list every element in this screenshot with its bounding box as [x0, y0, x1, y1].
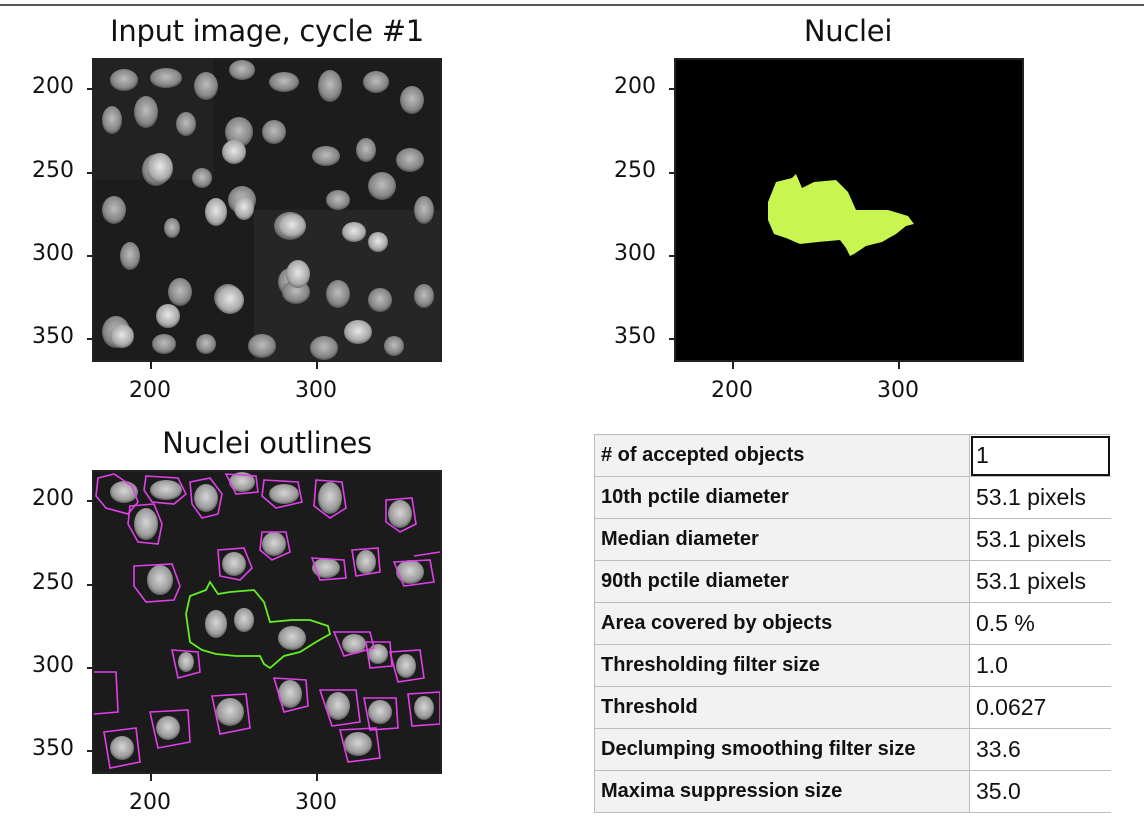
- outlines-title: Nuclei outlines: [162, 426, 372, 460]
- window-top-border: [0, 4, 1144, 6]
- measurements-table: # of accepted objects 1 10th pctile diam…: [594, 434, 1111, 813]
- measurement-value[interactable]: 53.1 pixels: [969, 560, 1111, 603]
- nuclei-xtick-mark: [732, 362, 734, 369]
- nuclei-ytick-mark: [669, 255, 676, 257]
- measurement-label: 90th pctile diameter: [594, 560, 970, 603]
- measurement-value[interactable]: 35.0: [969, 770, 1111, 813]
- measurement-value[interactable]: 0.5 %: [969, 602, 1111, 645]
- measurement-label: Area covered by objects: [594, 602, 970, 645]
- input-xtick-mark: [316, 362, 318, 369]
- input-ytick-mark: [87, 338, 94, 340]
- measurement-label: # of accepted objects: [594, 434, 970, 477]
- nuclei-ytick-300: 300: [614, 241, 656, 266]
- input-ytick-200: 200: [32, 74, 74, 99]
- table-row[interactable]: Maxima suppression size 35.0: [594, 770, 1111, 813]
- table-row[interactable]: # of accepted objects 1: [594, 434, 1111, 477]
- nuclei-xtick-mark: [898, 362, 900, 369]
- table-row[interactable]: Threshold 0.0627: [594, 686, 1111, 729]
- input-ytick-250: 250: [32, 158, 74, 183]
- measurement-value[interactable]: 53.1 pixels: [969, 518, 1111, 561]
- input-image-plot[interactable]: [92, 58, 442, 362]
- nuclei-ytick-350: 350: [614, 324, 656, 349]
- input-xtick-300: 300: [295, 378, 337, 403]
- outlines-ytick-300: 300: [32, 653, 74, 678]
- outlines-ytick-200: 200: [32, 486, 74, 511]
- input-ytick-mark: [87, 255, 94, 257]
- table-row[interactable]: Area covered by objects 0.5 %: [594, 602, 1111, 645]
- nuclei-ytick-mark: [669, 338, 676, 340]
- measurement-value[interactable]: 33.6: [969, 728, 1111, 771]
- accepted-nucleus-outline: [185, 580, 332, 670]
- accepted-nucleus-object: [768, 174, 914, 256]
- input-image-title: Input image, cycle #1: [110, 14, 424, 48]
- outlines-xtick-mark: [316, 774, 318, 781]
- measurement-label: Threshold: [594, 686, 970, 729]
- rejected-object-outlines: [94, 473, 440, 769]
- measurement-value[interactable]: 1.0: [969, 644, 1111, 687]
- nuclei-ytick-mark: [669, 88, 676, 90]
- input-xtick-mark: [150, 362, 152, 369]
- measurement-value[interactable]: 0.0627: [969, 686, 1111, 729]
- input-ytick-mark: [87, 172, 94, 174]
- measurement-value[interactable]: 53.1 pixels: [969, 476, 1111, 519]
- outlines-xtick-300: 300: [295, 790, 337, 815]
- nuclei-title: Nuclei: [803, 14, 893, 48]
- measurement-label: Median diameter: [594, 518, 970, 561]
- input-ytick-300: 300: [32, 241, 74, 266]
- nuclei-ytick-250: 250: [614, 158, 656, 183]
- measurement-value[interactable]: 1: [969, 434, 1111, 477]
- outlines-ytick-mark: [87, 667, 94, 669]
- table-row[interactable]: Thresholding filter size 1.0: [594, 644, 1111, 687]
- input-ytick-350: 350: [32, 324, 74, 349]
- measurement-label: Thresholding filter size: [594, 644, 970, 687]
- nuclei-ytick-mark: [669, 172, 676, 174]
- outlines-ytick-250: 250: [32, 570, 74, 595]
- outlines-xtick-200: 200: [129, 790, 171, 815]
- nuclei-xtick-300: 300: [877, 378, 919, 403]
- outlines-plot[interactable]: [92, 470, 442, 774]
- outlines-xtick-mark: [150, 774, 152, 781]
- nuclei-xtick-200: 200: [711, 378, 753, 403]
- accepted-nucleus-cells: [205, 608, 306, 650]
- outlines-image: [94, 472, 440, 772]
- outlines-ytick-mark: [87, 750, 94, 752]
- outlines-ytick-mark: [87, 584, 94, 586]
- measurement-label: Maxima suppression size: [594, 770, 970, 813]
- nuclei-label-image: [676, 60, 1022, 360]
- input-xtick-200: 200: [129, 378, 171, 403]
- measurement-label: 10th pctile diameter: [594, 476, 970, 519]
- nuclei-label-plot[interactable]: [674, 58, 1024, 362]
- table-row[interactable]: 90th pctile diameter 53.1 pixels: [594, 560, 1111, 603]
- measurement-label: Declumping smoothing filter size: [594, 728, 970, 771]
- nuclei-ytick-200: 200: [614, 74, 656, 99]
- outlines-ytick-mark: [87, 500, 94, 502]
- outlines-ytick-350: 350: [32, 736, 74, 761]
- input-image-cells: [94, 60, 440, 360]
- table-row[interactable]: 10th pctile diameter 53.1 pixels: [594, 476, 1111, 519]
- input-ytick-mark: [87, 88, 94, 90]
- table-row[interactable]: Declumping smoothing filter size 33.6: [594, 728, 1111, 771]
- table-row[interactable]: Median diameter 53.1 pixels: [594, 518, 1111, 561]
